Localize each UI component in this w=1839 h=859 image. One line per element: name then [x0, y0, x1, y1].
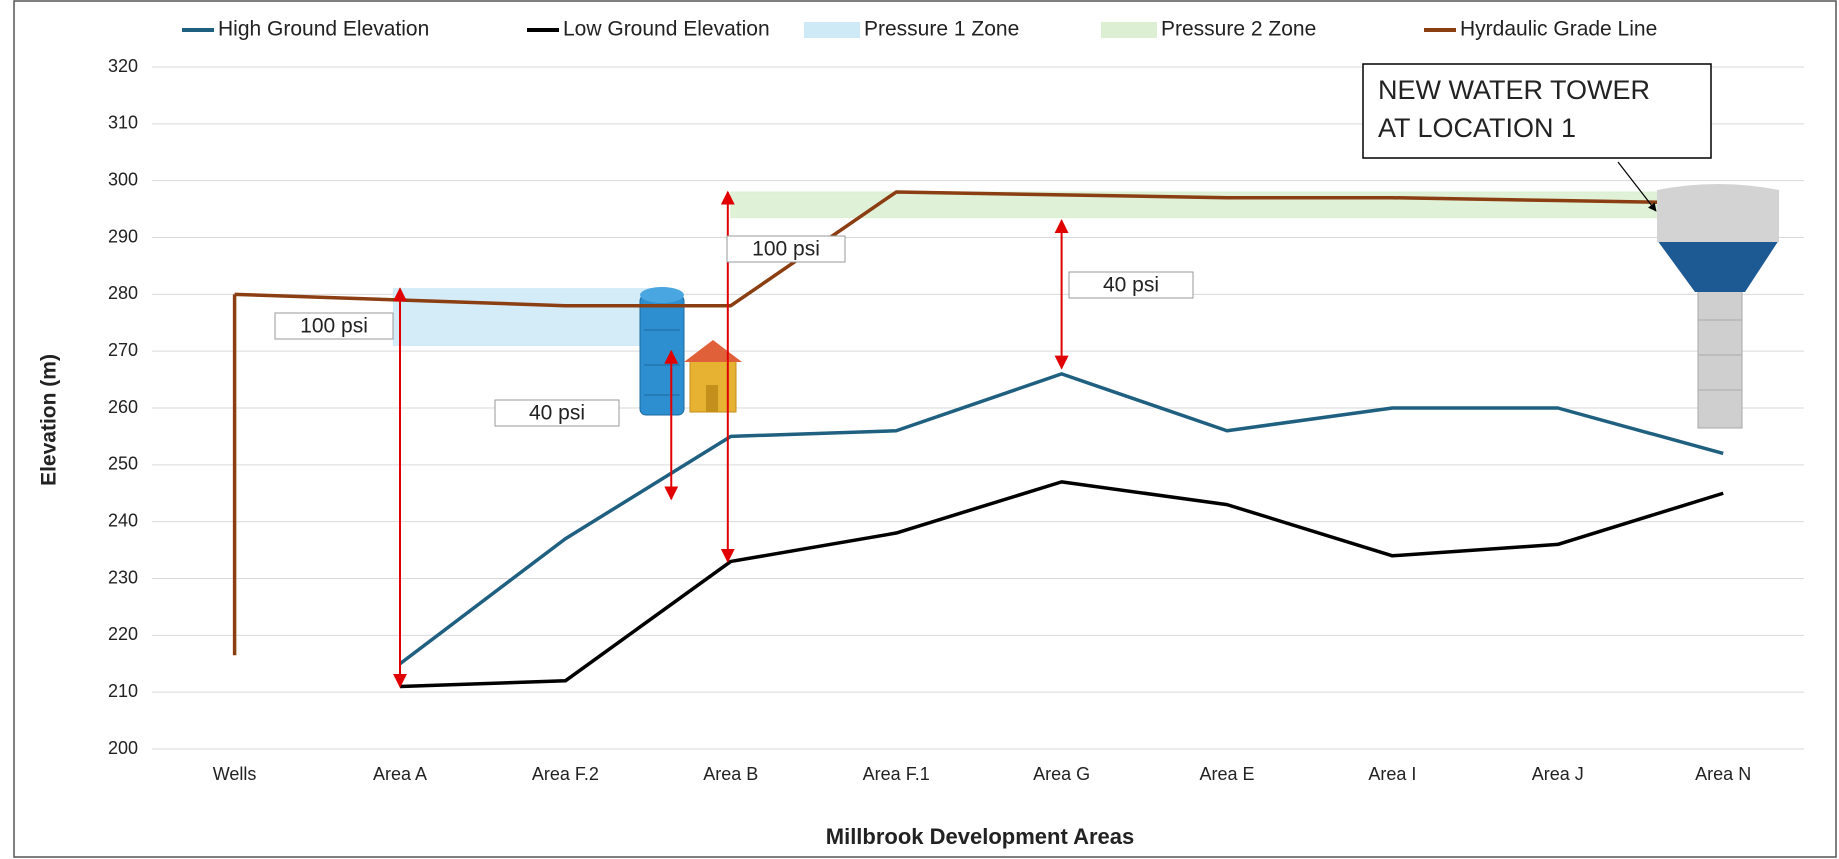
x-tick-label: Area F.1 — [863, 764, 930, 784]
chart-border — [13, 0, 1837, 858]
legend-label: High Ground Elevation — [218, 18, 429, 41]
y-tick-label: 290 — [108, 226, 138, 246]
y-tick-label: 270 — [108, 340, 138, 360]
y-tick-label: 200 — [108, 738, 138, 758]
y-tick-label: 280 — [108, 283, 138, 303]
x-tick-label: Area I — [1368, 764, 1416, 784]
legend-label: Pressure 2 Zone — [1161, 18, 1316, 41]
x-tick-label: Area N — [1695, 764, 1751, 784]
label-box — [1068, 271, 1194, 299]
annotation-label: 40 psi — [529, 402, 585, 425]
y-tick-label: 320 — [108, 56, 138, 76]
label-box — [274, 312, 394, 340]
legend-label: Low Ground Elevation — [563, 18, 770, 41]
y-tick-label: 240 — [108, 510, 138, 530]
callout: NEW WATER TOWER AT LOCATION 1 — [1362, 63, 1712, 212]
y-tick-label: 260 — [108, 397, 138, 417]
y-tick-label: 250 — [108, 454, 138, 474]
y-axis-title: Elevation (m) — [38, 354, 61, 486]
x-tick-label: Area A — [373, 764, 427, 784]
zone — [392, 288, 672, 346]
legend-swatch — [804, 22, 860, 38]
series-line — [234, 190, 1724, 308]
y-tick-label: 230 — [108, 567, 138, 587]
x-tick-label: Area B — [703, 764, 758, 784]
annotation-label: 40 psi — [1103, 274, 1159, 297]
annotation-label: 100 psi — [752, 238, 820, 261]
x-tick-label: Area E — [1199, 764, 1254, 784]
lines — [232, 190, 1724, 689]
legend: High Ground Elevation Low Ground Elevatio… — [182, 18, 1657, 41]
callout-text: AT LOCATION 1 — [1378, 113, 1576, 143]
annotation-label: 100 psi — [300, 315, 368, 338]
series-line — [399, 480, 1724, 689]
label-box — [726, 235, 846, 263]
legend-label: Hyrdaulic Grade Line — [1460, 18, 1657, 41]
x-tick-label: Area J — [1532, 764, 1584, 784]
x-tick-label: Area F.2 — [532, 764, 599, 784]
y-tick-label: 300 — [108, 169, 138, 189]
plot-background: 200 210 220 230 240 250 260 270 280 290 300 310 320 W… — [108, 56, 1804, 784]
x-tick-label: Wells — [213, 764, 257, 784]
legend-label: Pressure 1 Zone — [864, 18, 1019, 41]
y-tick-label: 310 — [108, 113, 138, 133]
zones — [392, 191, 1691, 346]
x-axis-title: Millbrook Development Areas — [826, 824, 1134, 849]
series-line — [398, 372, 1724, 666]
y-tick-label: 220 — [108, 624, 138, 644]
y-tick-label: 210 — [108, 681, 138, 701]
annotations: 100 psi 40 psi 100 psi 40 psi — [274, 190, 1194, 688]
label-box — [494, 399, 620, 427]
x-tick-label: Area G — [1033, 764, 1090, 784]
legend-swatch — [1101, 22, 1157, 38]
callout-text: NEW WATER TOWER — [1378, 75, 1650, 105]
water-tower-icon — [1657, 184, 1779, 429]
